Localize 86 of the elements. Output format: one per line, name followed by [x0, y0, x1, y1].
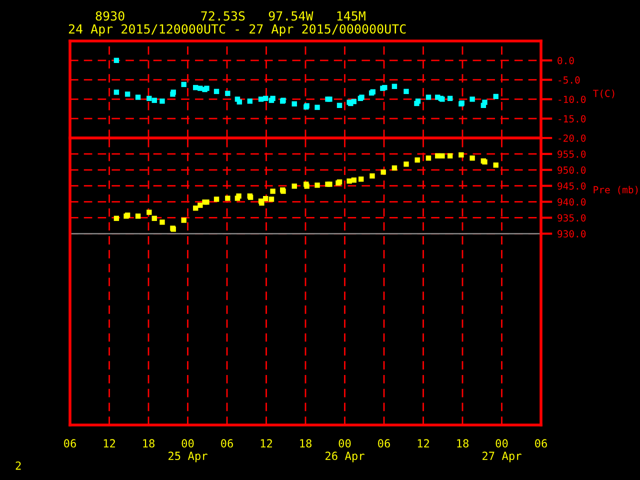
point: [470, 96, 475, 102]
y-axis-title: Pre (mb): [594, 186, 638, 195]
point: [198, 202, 203, 208]
point: [358, 176, 364, 182]
point: [152, 216, 157, 221]
x-tick-label: 00 27 Apr: [482, 439, 522, 462]
point: [380, 170, 386, 175]
point: [351, 177, 357, 183]
point: [426, 155, 432, 161]
point: [181, 82, 186, 88]
point: [414, 157, 420, 163]
point: [160, 220, 165, 225]
y-tick-label: -20.0: [558, 134, 586, 142]
point: [214, 196, 220, 202]
point: [482, 100, 488, 105]
point: [314, 182, 320, 188]
point: [160, 98, 165, 104]
point: [268, 196, 274, 202]
y-tick-label: -5.0: [558, 76, 580, 84]
x-tick-label: 00 26 Apr: [326, 439, 364, 462]
point: [247, 98, 252, 104]
chart-subtitle: 24 Apr 2015/120000UTC - 27 Apr 2015/000000UTC: [68, 24, 406, 36]
y-tick-label: 940.0: [558, 198, 586, 206]
point: [404, 88, 409, 94]
y-tick-label: 955.0: [558, 150, 586, 158]
point: [404, 162, 409, 167]
x-tick-label: 12: [260, 439, 272, 448]
text: 2: [16, 461, 21, 470]
point: [470, 155, 475, 161]
point: [146, 96, 152, 102]
y-tick-label: 930.0: [558, 230, 586, 238]
point: [351, 98, 357, 104]
x-tick-label: 06: [378, 439, 390, 448]
x-tick-label: 12: [104, 439, 115, 448]
point: [181, 218, 186, 223]
point: [262, 196, 268, 202]
point: [314, 104, 320, 110]
point: [124, 92, 130, 97]
point: [493, 162, 498, 168]
x-tick-label: 18: [143, 439, 154, 448]
x-tick-label: 18: [457, 439, 468, 448]
point: [346, 178, 352, 184]
x-tick-label: 18: [300, 439, 312, 448]
point: [193, 206, 198, 211]
point: [262, 96, 268, 102]
point: [114, 216, 120, 221]
point: [336, 102, 342, 108]
chart-title: 8930 72.53S 97.54W 145M: [96, 11, 366, 21]
point: [426, 94, 432, 100]
x-tick-label: 12: [418, 439, 429, 448]
point: [458, 152, 464, 158]
point: [225, 90, 230, 96]
point: [135, 94, 141, 100]
point: [114, 58, 120, 63]
x-tick-label: 06: [64, 439, 76, 448]
point: [236, 99, 242, 105]
point: [135, 214, 141, 219]
point: [114, 90, 120, 95]
y-tick-label: 935.0: [558, 214, 586, 222]
point: [270, 188, 276, 194]
point: [292, 184, 297, 189]
x-tick-label: 06: [535, 439, 547, 448]
point: [236, 193, 242, 199]
y-axis-title: T(C): [593, 90, 614, 98]
point: [392, 165, 398, 171]
y-tick-label: 945.0: [558, 182, 586, 190]
y-tick-label: -10.0: [558, 96, 586, 104]
point: [447, 96, 453, 102]
point: [292, 101, 297, 106]
point: [258, 96, 264, 102]
y-tick-label: 950.0: [558, 166, 586, 174]
point: [392, 84, 398, 89]
point: [214, 88, 220, 94]
point: [440, 153, 445, 158]
point: [370, 173, 375, 179]
point: [415, 98, 421, 104]
y-tick-label: -15.0: [558, 115, 586, 122]
point: [198, 86, 203, 91]
y-tick-label: 0.0: [558, 56, 574, 64]
point: [152, 98, 157, 103]
point: [447, 153, 453, 158]
x-tick-label: 00 25 Apr: [168, 439, 208, 462]
point: [225, 196, 230, 201]
point: [146, 210, 152, 215]
point: [493, 94, 498, 100]
x-tick-label: 06: [221, 439, 233, 448]
